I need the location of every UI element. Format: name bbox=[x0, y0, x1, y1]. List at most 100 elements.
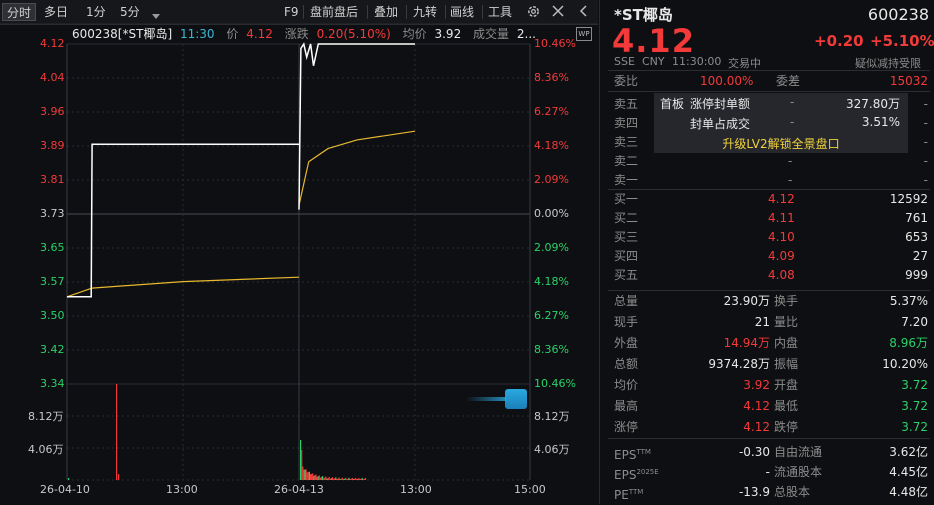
restriction-note[interactable]: 疑似减持受限 bbox=[855, 57, 921, 70]
y-tick-left: 4.12 bbox=[40, 37, 65, 50]
y-tick-right: 10.46% bbox=[534, 37, 576, 50]
volume-bar bbox=[306, 472, 308, 480]
ask-price: - bbox=[788, 154, 793, 168]
y-tick-left: 3.34 bbox=[40, 377, 65, 390]
volume-bar bbox=[358, 477, 360, 480]
volume-bar bbox=[364, 477, 367, 480]
volume-label: 成交量 bbox=[473, 27, 510, 41]
limit-up-popup: 首板 涨停封单额 - 327.80万 封单占成交 - 3.51% 升级LV2解锁… bbox=[654, 93, 908, 153]
stat-value-1: 23.90万 bbox=[723, 294, 770, 308]
close-icon[interactable] bbox=[552, 5, 564, 20]
cursor-price: 4.12 bbox=[246, 27, 273, 41]
y-tick-left: 3.65 bbox=[40, 241, 65, 254]
avg-label: 均价 bbox=[402, 27, 427, 41]
ask-volume: - bbox=[923, 97, 928, 111]
ask-volume: - bbox=[923, 173, 928, 187]
bid-volume: 12592 bbox=[889, 192, 928, 206]
y-tick-left: 3.89 bbox=[40, 139, 65, 152]
stat-row: 外盘 14.94万 内盘 8.96万 bbox=[614, 334, 928, 353]
volume-bar bbox=[352, 479, 354, 480]
y-tick-right: 8.36% bbox=[534, 71, 569, 84]
upgrade-lv2-link[interactable]: 升级LV2解锁全景盘口 bbox=[722, 137, 840, 151]
volume-bar bbox=[319, 477, 321, 480]
volume-bar bbox=[339, 479, 341, 480]
volume-bar bbox=[313, 475, 315, 480]
stat-label-1: 外盘 bbox=[614, 336, 639, 350]
change-label: 涨跌 bbox=[284, 27, 309, 41]
volume-bar bbox=[118, 474, 120, 480]
volume-bar bbox=[302, 466, 304, 480]
fund-label-1-text: EPS bbox=[614, 468, 637, 482]
wp-icon[interactable]: WP bbox=[576, 27, 592, 41]
stat-value-1: 21 bbox=[754, 315, 770, 329]
fundamental-row: EPSTTM -0.30 自由流通 3.62亿 bbox=[614, 443, 928, 462]
stat-row: 现手 21 量比 7.20 bbox=[614, 313, 928, 332]
y-tick-right: 2.09% bbox=[534, 241, 569, 254]
stat-row: 最高 4.12 最低 3.72 bbox=[614, 397, 928, 416]
chevron-left-icon[interactable] bbox=[578, 5, 588, 20]
fund-label-2: 自由流通 bbox=[774, 445, 823, 459]
fundamental-row: PETTM -13.9 总股本 4.48亿 bbox=[614, 483, 928, 502]
overlay-button[interactable]: 叠加 bbox=[374, 5, 399, 19]
order-ratio-value: 100.00% bbox=[700, 74, 754, 88]
bid-label: 买一 bbox=[614, 192, 639, 206]
quote-time: 11:30:00 bbox=[672, 55, 722, 68]
stat-value-2: 3.72 bbox=[901, 399, 928, 413]
volume-tick-left-2: 4.06万 bbox=[28, 443, 64, 456]
bid-volume: 27 bbox=[912, 249, 928, 263]
bid-volume: 999 bbox=[905, 268, 928, 282]
ask-volume: - bbox=[923, 154, 928, 168]
volume-bar bbox=[315, 474, 317, 480]
stat-label-2: 振幅 bbox=[774, 357, 799, 371]
draw-line-button[interactable]: 画线 bbox=[450, 5, 475, 19]
f9-button[interactable]: F9 bbox=[284, 5, 299, 19]
stat-label-1: 最高 bbox=[614, 399, 639, 413]
nine-turn-button[interactable]: 九转 bbox=[413, 5, 438, 19]
last-price: 4.12 bbox=[612, 22, 695, 60]
volume-bar bbox=[349, 479, 351, 480]
volume-bar bbox=[336, 479, 338, 480]
tab-5min[interactable]: 5分 bbox=[120, 5, 140, 19]
avg-line-day1 bbox=[66, 276, 300, 298]
fund-label-1: EPS2025E bbox=[614, 463, 659, 485]
volume-bar bbox=[323, 478, 325, 480]
y-tick-left: 3.42 bbox=[40, 343, 65, 356]
stat-row: 总量 23.90万 换手 5.37% bbox=[614, 292, 928, 311]
chevron-down-icon[interactable] bbox=[152, 9, 160, 23]
stock-code-name: 600238[*ST椰岛] bbox=[72, 27, 173, 41]
volume-bar bbox=[347, 478, 349, 480]
stat-value-1: 9374.28万 bbox=[708, 357, 770, 371]
order-ratio-label: 委比 bbox=[614, 74, 639, 88]
tools-button[interactable]: 工具 bbox=[488, 5, 513, 19]
bid-row-2: 买二 4.11 761 bbox=[614, 209, 928, 228]
stat-row: 涨停 4.12 跌停 3.72 bbox=[614, 418, 928, 437]
bid-volume: 653 bbox=[905, 230, 928, 244]
gear-icon[interactable] bbox=[526, 4, 541, 22]
stat-value-2: 10.20% bbox=[882, 357, 928, 371]
bid-row-3: 买三 4.10 653 bbox=[614, 228, 928, 247]
stat-label-1: 涨停 bbox=[614, 420, 639, 434]
fund-value-1: - bbox=[765, 465, 770, 479]
volume-bar bbox=[324, 477, 326, 480]
cursor-volume: 2... bbox=[516, 27, 536, 41]
volume-bar bbox=[307, 472, 309, 480]
tab-1min[interactable]: 1分 bbox=[86, 5, 106, 19]
bid-label: 买五 bbox=[614, 268, 639, 282]
stat-label-1: 总额 bbox=[614, 357, 639, 371]
premarket-button[interactable]: 盘前盘后 bbox=[310, 5, 359, 19]
expand-panel-button[interactable] bbox=[505, 389, 527, 409]
ask-label: 卖四 bbox=[614, 116, 639, 130]
volume-bar bbox=[311, 473, 313, 480]
volume-bar bbox=[363, 478, 365, 480]
fund-value-2: 4.45亿 bbox=[889, 465, 928, 479]
fund-label-1: PETTM bbox=[614, 483, 643, 505]
fund-label-1-text: EPS bbox=[614, 448, 637, 462]
fund-label-1-sup: 2025E bbox=[636, 468, 659, 476]
volume-bar bbox=[68, 478, 70, 480]
tab-multi-day[interactable]: 多日 bbox=[44, 5, 69, 19]
expand-trail bbox=[466, 397, 506, 401]
exchange: SSE bbox=[614, 55, 635, 68]
volume-bar bbox=[330, 478, 332, 480]
stock-code: 600238 bbox=[867, 5, 929, 24]
tab-intraday[interactable]: 分时 bbox=[2, 3, 37, 21]
